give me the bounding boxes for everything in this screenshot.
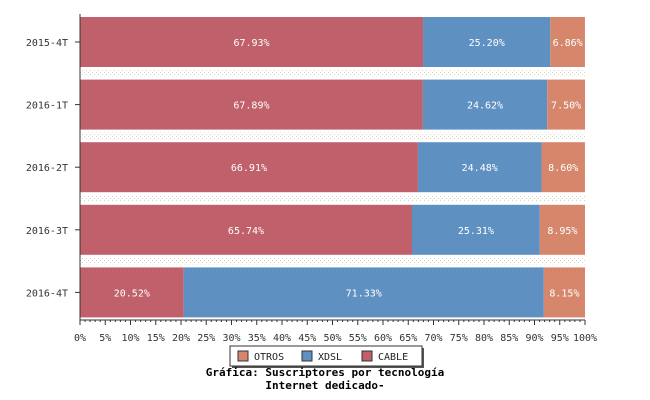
legend-swatch-cable xyxy=(361,350,373,362)
data-label: 25.20% xyxy=(469,38,505,49)
x-tick-label: 95% xyxy=(551,333,569,344)
data-label: 8.95% xyxy=(547,226,577,237)
bar-otros-2016-4t xyxy=(543,267,585,318)
data-label: 25.31% xyxy=(458,226,494,237)
x-tick-label: 65% xyxy=(399,333,417,344)
axes: 2015-4T 2016-1T 2016-2T 2016-3T 2016-4T 0% 5% 1… xyxy=(26,14,597,344)
data-label: 65.74% xyxy=(228,226,264,237)
x-tick-label: 0% xyxy=(74,333,86,344)
y-tick-label: 2016-2T xyxy=(26,163,68,174)
y-tick-label: 2016-4T xyxy=(26,288,68,299)
bar-otros-2015-4t xyxy=(550,17,585,67)
bar-xdsl-2016-4t xyxy=(183,267,544,318)
legend-label-otros: OTROS xyxy=(254,352,284,363)
data-label: 6.86% xyxy=(553,38,583,49)
bar-otros-2016-3t xyxy=(539,204,585,255)
x-tick-label: 75% xyxy=(450,333,468,344)
x-tick-label: 35% xyxy=(248,333,266,344)
legend-swatch-otros xyxy=(237,350,249,362)
bar-cable-2016-4t xyxy=(80,267,184,318)
data-label: 20.52% xyxy=(114,288,150,299)
data-label: 67.93% xyxy=(233,38,269,49)
x-tick-label: 10% xyxy=(121,333,139,344)
bar-xdsl-2016-3t xyxy=(411,204,540,255)
x-tick-label: 45% xyxy=(298,333,316,344)
data-label: 8.15% xyxy=(549,288,579,299)
x-tick-label: 90% xyxy=(525,333,543,344)
data-label: 67.89% xyxy=(233,101,269,112)
x-tick-label: 5% xyxy=(99,333,111,344)
bar-cable-2016-3t xyxy=(80,204,412,255)
y-tick-label: 2015-4T xyxy=(26,38,68,49)
chart-title: Gráfica: Suscriptores por tecnología Int… xyxy=(0,366,650,392)
bar-cable-2016-1t xyxy=(80,79,423,130)
x-tick-label: 85% xyxy=(500,333,518,344)
bar-xdsl-2016-1t xyxy=(422,79,548,130)
y-tick-label: 2016-1T xyxy=(26,101,68,112)
x-tick-label: 15% xyxy=(147,333,165,344)
x-tick-label: 25% xyxy=(197,333,215,344)
x-tick-label: 80% xyxy=(475,333,493,344)
bar-xdsl-2015-4t xyxy=(423,17,551,67)
x-tick-label: 70% xyxy=(424,333,442,344)
bar-cable-2015-4t xyxy=(80,17,424,67)
data-label: 66.91% xyxy=(231,163,267,174)
x-tick-label: 100% xyxy=(573,333,597,344)
chart-title-line-2: Internet dedicado- xyxy=(265,379,385,392)
y-tick-label: 2016-3T xyxy=(26,226,68,237)
x-tick-label: 40% xyxy=(273,333,291,344)
x-tick-label: 30% xyxy=(222,333,240,344)
chart-title-line-1: Gráfica: Suscriptores por tecnología xyxy=(205,366,445,379)
bars: 67.93% 25.20% 6.86% 67.89% 24.62% 7.50% 66.91%… xyxy=(80,17,586,318)
x-tick-label: 55% xyxy=(349,333,367,344)
data-label: 71.33% xyxy=(346,288,382,299)
x-tick-label: 50% xyxy=(323,333,341,344)
bar-otros-2016-2t xyxy=(541,142,585,193)
x-tick-label: 60% xyxy=(374,333,392,344)
data-label: 7.50% xyxy=(551,101,581,112)
data-label: 8.60% xyxy=(548,163,578,174)
bar-cable-2016-2t xyxy=(80,142,418,193)
data-label: 24.48% xyxy=(462,163,498,174)
x-tick-label: 20% xyxy=(172,333,190,344)
bar-xdsl-2016-2t xyxy=(417,142,542,193)
legend-swatch-xdsl xyxy=(301,350,313,362)
bar-otros-2016-1t xyxy=(547,79,586,130)
legend-box xyxy=(229,345,423,367)
legend-label-cable: CABLE xyxy=(378,352,408,363)
legend-label-xdsl: XDSL xyxy=(318,352,342,363)
data-label: 24.62% xyxy=(467,101,503,112)
legend: OTROS XDSL CABLE xyxy=(229,345,424,368)
